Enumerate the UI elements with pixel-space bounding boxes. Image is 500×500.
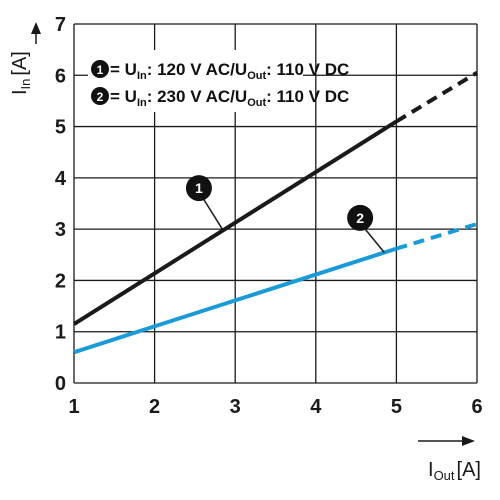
y-tick-label: 7 [55, 14, 66, 36]
y-axis-symbol: I [9, 89, 31, 95]
legend: 1 = UIn: 120 V AC/UOut: 110 V DC 2 = UIn: 2… [88, 50, 349, 112]
series-1-line [72, 119, 398, 326]
svg-text:1: 1 [97, 63, 104, 77]
x-tick-label: 1 [68, 396, 79, 418]
y-tick-label: 5 [55, 117, 66, 139]
legend-item-1: 1 = UIn: 120 V AC/UOut: 110 V DC [91, 60, 349, 82]
y-tick-label: 4 [55, 168, 67, 190]
svg-text:IOut[A]: IOut [A] [428, 459, 481, 483]
legend-item-2: 2 = UIn: 230 V AC/UOut: 110 V DC [91, 87, 349, 109]
legend-label: = UIn: 120 V AC/UOut: 110 V DC [110, 60, 349, 82]
legend-label: = UIn: 230 V AC/UOut: 110 V DC [110, 87, 349, 109]
x-axis-subscript: Out [434, 468, 455, 483]
series-2-line [73, 246, 398, 355]
x-tick-label: 5 [391, 396, 402, 418]
y-tick-label: 1 [55, 322, 66, 344]
y-tick-label: 6 [55, 65, 66, 87]
x-axis-label: IOut [A] [428, 459, 481, 483]
svg-text:2: 2 [356, 210, 364, 226]
series-1-dashed-extension [395, 71, 479, 124]
x-tick-label: 3 [230, 396, 241, 418]
y-axis-label: IIn [A] [9, 51, 33, 95]
y-tick-label: 3 [55, 219, 66, 241]
y-tick-label: 0 [55, 373, 66, 395]
x-tick-label: 2 [149, 396, 160, 418]
svg-text:2: 2 [97, 90, 104, 104]
y-tick-label: 2 [55, 270, 66, 292]
series-badges: 12 [185, 175, 385, 253]
series-layer [72, 71, 479, 355]
x-axis-arrow [418, 436, 475, 446]
series-2-dashed-extension [395, 222, 478, 251]
y-axis-unit: [A] [9, 51, 31, 75]
y-axis-subscript: In [18, 79, 33, 90]
series-2-badge: 2 [347, 204, 385, 253]
x-tick-label: 4 [310, 396, 322, 418]
x-tick-label: 6 [471, 396, 482, 418]
y-axis-arrow [31, 22, 41, 44]
series-1-badge: 1 [185, 175, 224, 231]
x-axis-symbol: I [428, 459, 434, 481]
x-axis-unit: [A] [457, 459, 481, 481]
legend-background [88, 50, 303, 112]
svg-text:1: 1 [195, 180, 203, 196]
svg-text:IIn[A]: IIn [A] [9, 51, 33, 95]
